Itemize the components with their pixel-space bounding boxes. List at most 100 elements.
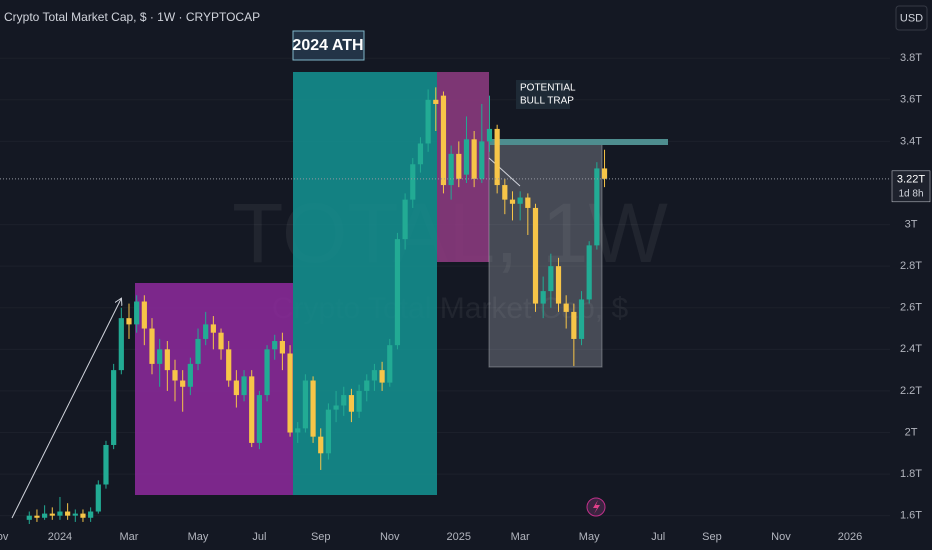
candle-body — [111, 370, 117, 445]
annotation: 2024 ATH — [292, 37, 363, 54]
candle-body — [80, 513, 86, 518]
x-tick-label: 2026 — [838, 531, 862, 543]
annotation-box — [516, 80, 570, 109]
candle-body — [65, 511, 71, 516]
candle-body — [371, 370, 378, 381]
candle-body — [42, 513, 48, 518]
candle-body — [241, 376, 247, 396]
candle-body — [264, 349, 270, 396]
candle-body — [379, 370, 385, 383]
candle-body — [226, 349, 232, 381]
candle-body — [555, 266, 562, 304]
candle-body — [149, 328, 155, 364]
candle-body — [34, 515, 40, 518]
y-tick-label: 1.6T — [900, 510, 922, 522]
x-tick-label: Nov — [0, 531, 9, 543]
candle-body — [494, 128, 500, 186]
candle-body — [387, 345, 393, 383]
candle-body — [172, 370, 178, 381]
candle-body — [394, 239, 401, 346]
candle-body — [448, 153, 454, 186]
price-axis — [890, 0, 932, 550]
y-tick-label: 3T — [905, 218, 918, 230]
candle-body — [295, 428, 301, 433]
candle-body — [287, 353, 293, 433]
candle-body — [180, 380, 186, 387]
candle-body — [195, 338, 201, 364]
candle-body — [49, 513, 55, 516]
last-price-label: 3.22T — [897, 174, 925, 186]
candle-body — [256, 395, 262, 443]
x-tick-label: Nov — [771, 531, 791, 543]
annotation: POTENTIAL — [520, 83, 576, 94]
candle-body — [594, 168, 600, 246]
currency-button[interactable] — [895, 5, 928, 31]
candle-body — [126, 318, 132, 325]
candle-body — [356, 390, 362, 412]
range-box — [488, 141, 603, 368]
y-tick-label: 3.6T — [900, 94, 922, 106]
candle-body — [218, 332, 224, 350]
candle-body — [318, 436, 324, 454]
x-tick-label: Nov — [380, 531, 400, 543]
y-tick-label: 2T — [905, 426, 918, 438]
x-tick-label: Jul — [252, 531, 266, 543]
candle-body — [279, 341, 285, 354]
x-tick-label: Sep — [702, 531, 722, 543]
candle-body — [433, 99, 439, 104]
candle-body — [402, 199, 408, 240]
candle-body — [463, 139, 470, 175]
x-tick-label: Mar — [120, 531, 139, 543]
candle-body — [310, 380, 316, 437]
candle-body — [601, 168, 608, 179]
candle-body — [486, 128, 493, 142]
y-tick-label: 2.8T — [900, 260, 922, 272]
last-price-box — [891, 170, 931, 203]
annotation: BULL TRAP — [520, 96, 574, 107]
candle-body — [440, 95, 447, 186]
x-tick-label: 2025 — [447, 531, 471, 543]
candle-body — [72, 513, 78, 516]
candle-body — [341, 395, 347, 406]
candle-body — [210, 324, 216, 333]
candle-body — [578, 299, 585, 339]
y-tick-label: 3.4T — [900, 135, 922, 147]
candle-body — [233, 380, 239, 396]
x-tick-label: Jul — [651, 531, 665, 543]
candle-body — [417, 143, 424, 165]
y-tick-label: 2.4T — [900, 343, 922, 355]
candle-body — [157, 349, 163, 364]
candle-body — [203, 324, 209, 339]
candle-body — [509, 199, 516, 204]
y-tick-label: 2.2T — [900, 385, 922, 397]
currency[interactable]: USD — [900, 12, 923, 24]
candle-body — [479, 141, 485, 179]
candle-body — [410, 164, 416, 200]
x-tick-label: 2024 — [48, 531, 72, 543]
y-tick-label: 2.6T — [900, 302, 922, 314]
candle-body — [57, 511, 63, 516]
candle-body — [348, 395, 355, 412]
candle-body — [540, 291, 546, 304]
candle-body — [502, 185, 508, 200]
candle-body — [272, 341, 278, 350]
countdown: 1d 8h — [898, 188, 923, 199]
x-tick-label: Sep — [311, 531, 331, 543]
range-box — [293, 72, 437, 495]
candle-body — [571, 311, 577, 339]
candle-body — [532, 207, 539, 304]
y-tick-label: 3.8T — [900, 52, 922, 64]
candle-body — [471, 139, 477, 179]
candle-body — [187, 363, 193, 387]
candle-body — [517, 197, 523, 204]
candle-body — [95, 484, 101, 512]
candle-body — [525, 197, 531, 208]
resistance-zone — [489, 139, 668, 145]
candle-body — [141, 301, 147, 329]
candle-body — [425, 99, 431, 144]
chart-title: Crypto Total Market Cap, $ · 1W · CRYPTO… — [4, 10, 260, 24]
candle-body — [333, 405, 339, 410]
candle-body — [249, 376, 255, 443]
candle-body — [164, 349, 170, 371]
